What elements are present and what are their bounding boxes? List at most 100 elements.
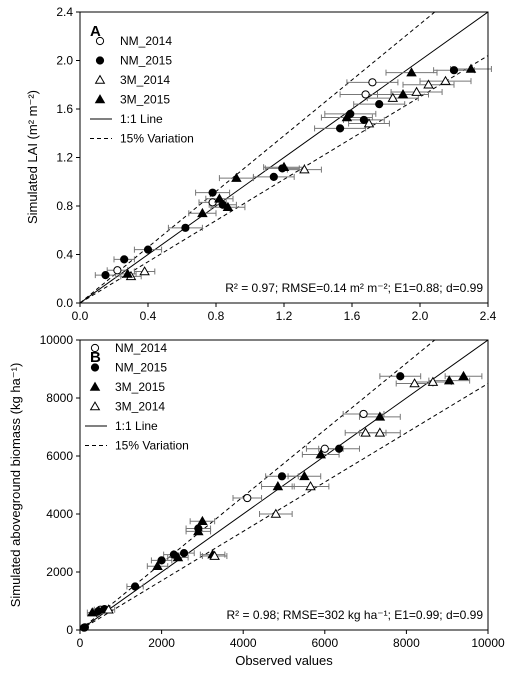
panel-a-y-tick-label: 0.4: [56, 248, 73, 262]
panel-b-y-tick-label: 0: [66, 623, 73, 637]
panel-b-point-nm-2014: [320, 444, 329, 453]
panel-a-point-3m-2015: [341, 112, 353, 122]
panel-b-point-nm-2015: [80, 623, 89, 632]
panel-a-y-tick-label: 1.2: [56, 151, 73, 165]
panel-a-point-nm-2015: [143, 245, 153, 254]
panel-b-point-nm-2015: [396, 372, 405, 381]
panel-a-x-tick-label: 0.0: [72, 309, 89, 323]
panel-b-letter: B: [90, 349, 101, 366]
panel-b-legend-label-nm-2014: NM_2014: [115, 341, 167, 355]
panel-b-point-nm-2015: [130, 582, 140, 591]
panel-b-point-nm-2015: [157, 556, 166, 565]
panel-b-point-3m-2015: [272, 481, 284, 491]
panel-a-legend-symbol-3m-2014: [94, 74, 106, 84]
panel-a-legend-label-15-variation: 15% Variation: [120, 132, 194, 146]
panel-a-legend-label-3m-2015: 3M_2015: [120, 93, 170, 107]
panel-a-point-nm-2014: [368, 78, 377, 87]
panel-b-marks: 0 2000 4000 6000 8000 10000 0 2000 4000 6000 8000 1…: [40, 333, 505, 650]
panel-a-point-nm-2015: [120, 255, 129, 264]
panel-a-point-nm-2015: [359, 115, 368, 125]
panel-b-point-3m-2014: [427, 376, 439, 386]
panel-b-point-3m-2015: [193, 525, 204, 536]
panel-a-x-tick-label: 0.8: [208, 309, 225, 323]
panel-b-y-axis-title: Simulated aboveground biomass (kg ha⁻¹): [8, 363, 23, 608]
panel-a-point-3m-2014: [387, 92, 399, 102]
panel-a-lower-variation-line: [80, 55, 488, 303]
panel-b-x-axis-title: Observed values: [235, 653, 333, 668]
panel-a-point-3m-2014: [423, 79, 434, 89]
panel-b-y-tick-label: 4000: [46, 507, 73, 521]
panel-a-point-nm-2014: [113, 266, 122, 275]
panel-a-marks: 0.0 0.4 0.8 1.2 1.6 2.0 2.4 0.0 0.4 0.8 1.2 1.6 2.0 2…: [56, 5, 497, 323]
panel-a-point-nm-2015: [449, 66, 459, 75]
panel-a-y-tick-label: 2.0: [56, 54, 73, 68]
panel-a-point-3m-2015: [214, 193, 225, 203]
panel-a-legend-label-1-1-line: 1:1 Line: [120, 112, 163, 126]
panel-a-x-tick-label: 1.2: [276, 309, 293, 323]
panel-b-point-nm-2014: [243, 493, 252, 503]
panel-b-point-3m-2015: [443, 375, 455, 385]
panel-b-legend-symbol-3m-2014: [89, 401, 101, 411]
panel-a: 0.0 0.4 0.8 1.2 1.6 2.0 2.4 0.0 0.4 0.8 1.2 1.6 2.0 2…: [25, 5, 497, 323]
panel-b-point-3m-2015: [458, 370, 469, 381]
panel-a-x-tick-label: 1.6: [344, 309, 361, 323]
panel-a-point-nm-2015: [181, 223, 190, 232]
panel-b-reference-lines: [80, 340, 488, 630]
panel-b-legend-label-1-1-line: 1:1 Line: [115, 419, 158, 433]
panel-b-point-nm-2015: [334, 444, 344, 453]
panel-a-x-tick-label: 2.0: [412, 309, 429, 323]
panel-b-y-tick-label: 8000: [46, 391, 73, 405]
panel-b-y-tick-label: 6000: [46, 449, 73, 463]
panel-b-legend-label-nm-2015: NM_2015: [115, 361, 167, 375]
panel-b-x-tick-label: 8000: [393, 636, 420, 650]
panel-a-point-nm-2015: [208, 188, 217, 197]
panel-a-point-3m-2015: [278, 161, 290, 171]
panel-a-point-3m-2014: [363, 118, 375, 128]
panel-a-legend-label-3m-2014: 3M_2014: [120, 73, 170, 87]
panel-a-point-3m-2015: [465, 63, 477, 73]
panel-b-legend-label-3m-2014: 3M_2014: [115, 400, 165, 414]
panel-b-point-nm-2015: [277, 472, 287, 481]
panel-a-point-3m-2015: [406, 67, 417, 77]
panel-b-point-3m-2015: [172, 552, 184, 562]
panel-b-point-3m-2015: [315, 449, 326, 459]
panel-b-point-3m-2014: [360, 427, 371, 437]
panel-b-point-3m-2015: [374, 411, 386, 421]
panel-a-point-nm-2014: [361, 90, 370, 99]
panel-a-letter: A: [90, 23, 101, 40]
panel-b-point-3m-2014: [305, 481, 316, 491]
panel-a-legend: NM_2014 NM_2015 3M_2014 3M_2015 1:1 Line 15% …: [90, 34, 194, 146]
panel-b-upper-variation-line: [80, 340, 436, 630]
panel-a-y-tick-label: 2.4: [56, 5, 73, 19]
panel-a-point-3m-2014: [139, 266, 150, 276]
panel-b-legend: NM_2014 NM_2015 3M_2015 3M_2014 1:1 Line 15% …: [85, 341, 189, 453]
panel-b-point-3m-2015: [86, 607, 98, 617]
panel-a-y-tick-label: 0.8: [56, 199, 73, 213]
panel-b-x-tick-label: 2000: [148, 636, 175, 650]
panel-a-point-3m-2015: [122, 268, 133, 278]
panel-b-stats: R² = 0.98; RMSE=302 kg ha⁻¹; E1=0.99; d=…: [227, 608, 484, 622]
panel-b-y-tick-label: 2000: [46, 565, 73, 579]
panel-b-x-tick-label: 4000: [230, 636, 257, 650]
panel-b-legend-label-15-variation: 15% Variation: [115, 439, 189, 453]
panel-b-x-tick-label: 10000: [471, 636, 505, 650]
panel-a-point-3m-2014: [299, 164, 310, 174]
panel-a-y-axis-title: Simulated LAI (m² m⁻²): [25, 90, 40, 224]
panel-a-x-tick-label: 0.4: [140, 309, 157, 323]
panel-b-plot-frame: [79, 339, 489, 631]
panel-a-legend-symbol-nm-2014: [95, 36, 105, 46]
panel-a-stats: R² = 0.97; RMSE=0.14 m² m⁻²; E1=0.88; d=…: [225, 281, 483, 295]
panel-a-legend-symbol-3m-2015: [94, 94, 106, 104]
panel-b-point-3m-2014: [209, 550, 220, 560]
panel-a-point-3m-2015: [197, 207, 208, 218]
panel-a-point-nm-2015: [101, 271, 110, 280]
panel-b-point-nm-2014: [359, 409, 368, 419]
panel-b-point-3m-2015: [197, 515, 208, 526]
panel-b-legend-symbol-3m-2015: [89, 381, 101, 391]
panel-b-point-3m-2014: [409, 378, 420, 388]
panel-a-legend-symbol-nm-2015: [95, 56, 105, 65]
panel-a-x-tick-label: 2.4: [480, 309, 497, 323]
panel-a-plot-frame: [79, 11, 489, 304]
panel-b-x-tick-label: 0: [77, 636, 84, 650]
